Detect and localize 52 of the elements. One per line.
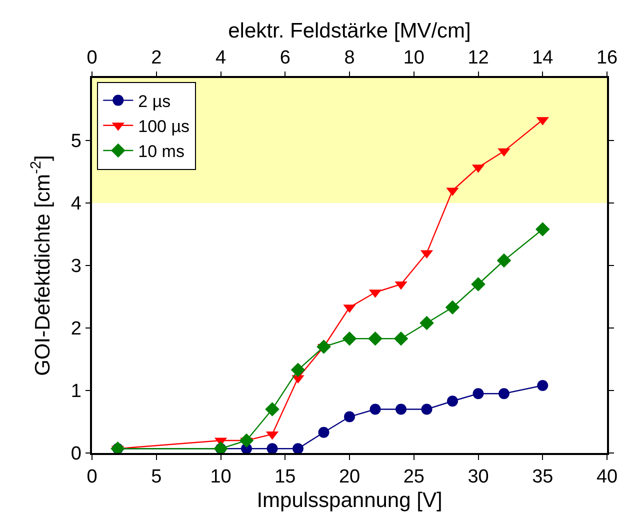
- y-tick-label: 5: [70, 131, 82, 152]
- x2-tick-label: 6: [280, 48, 290, 69]
- point: [342, 331, 357, 346]
- point: [368, 331, 382, 346]
- point: [396, 404, 406, 415]
- x2-tick-label: 2: [151, 48, 162, 69]
- point: [421, 404, 432, 415]
- point: [535, 222, 550, 236]
- point: [344, 411, 355, 422]
- x-tick-label: 40: [596, 466, 618, 488]
- point: [496, 253, 512, 268]
- point: [292, 443, 304, 453]
- point: [447, 396, 458, 407]
- x-axis-title: Impulsspannung [V]: [256, 489, 442, 512]
- point: [318, 426, 330, 438]
- legend-label: 2 µs: [138, 92, 171, 111]
- y-tick-label: 2: [70, 318, 82, 340]
- y-tick-label: 4: [70, 194, 82, 215]
- point: [290, 362, 306, 378]
- y-tick-label: 1: [70, 381, 82, 402]
- x-tick-label: 30: [468, 466, 489, 488]
- point: [370, 404, 381, 415]
- x-tick-label: 25: [403, 466, 424, 488]
- x-tick-label: 15: [274, 466, 296, 488]
- point: [394, 331, 408, 346]
- point: [265, 402, 280, 416]
- x-tick-label: 5: [151, 466, 162, 488]
- point: [316, 340, 331, 354]
- point: [266, 443, 278, 453]
- y-tick-label: 0: [70, 444, 82, 465]
- point: [239, 433, 254, 448]
- point: [472, 388, 484, 400]
- x-tick-label: 35: [532, 466, 554, 488]
- x2-tick-label: 0: [86, 48, 98, 69]
- legend-label: 100 µs: [138, 117, 190, 136]
- x2-tick-label: 10: [403, 48, 424, 69]
- x-tick-label: 0: [86, 466, 98, 488]
- y-tick-label: 3: [70, 256, 82, 278]
- x2-tick-label: 14: [532, 48, 554, 69]
- point: [445, 300, 460, 315]
- legend-label: 10 ms: [138, 142, 184, 162]
- x-tick-label: 20: [338, 466, 360, 488]
- x2-axis-title: elektr. Feldstärke [MV/cm]: [228, 19, 471, 42]
- x-tick-label: 10: [210, 466, 232, 488]
- x2-tick-label: 4: [215, 48, 226, 69]
- point: [537, 380, 548, 391]
- x2-tick-label: 8: [344, 48, 355, 69]
- x2-tick-label: 12: [468, 48, 489, 69]
- point: [420, 316, 434, 330]
- point: [471, 277, 486, 292]
- x2-tick-label: 16: [596, 48, 618, 69]
- point: [498, 388, 510, 400]
